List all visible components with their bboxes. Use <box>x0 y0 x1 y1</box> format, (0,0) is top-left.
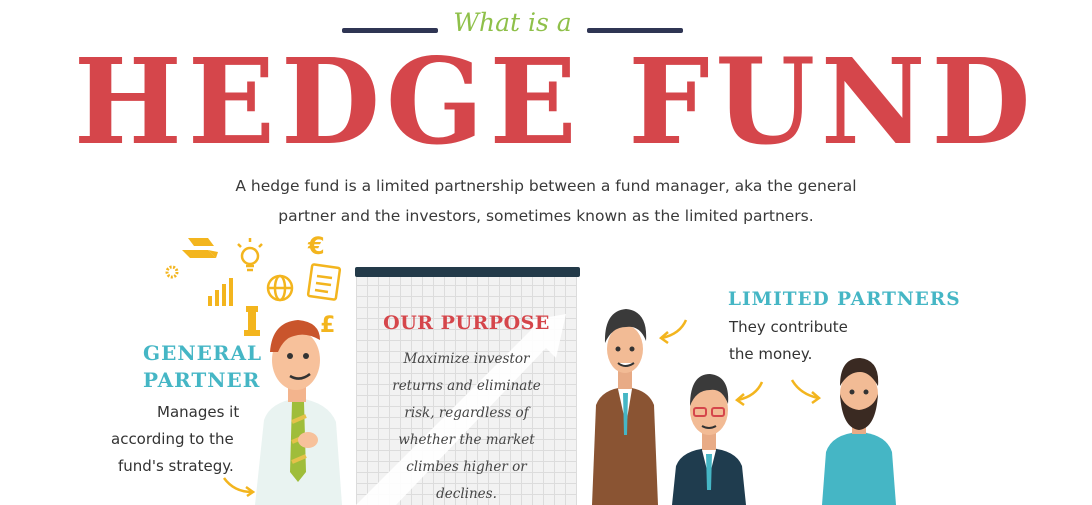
limited-partners-heading: LIMITED PARTNERS <box>728 289 961 310</box>
purpose-heading: OUR PURPOSE <box>383 312 550 334</box>
board-top-bar <box>355 267 580 277</box>
gear-icon <box>165 265 179 279</box>
document-icon <box>306 263 342 301</box>
purpose-line-2: returns and eliminate <box>392 378 541 394</box>
bar-chart-icon <box>208 278 233 306</box>
page-title: HEDGE FUND <box>73 32 1037 171</box>
limited-partners-text-2: the money. <box>729 345 813 363</box>
header-rule-right <box>587 28 683 33</box>
purpose-line-6: declines. <box>436 486 497 502</box>
general-partner-text-1: Manages it <box>157 403 240 421</box>
globe-icon <box>266 274 294 302</box>
purpose-line-3: risk, regardless of <box>404 405 529 421</box>
general-partner-text-2: according to the <box>111 430 234 448</box>
purpose-line-4: whether the market <box>398 432 535 448</box>
growth-arrow-icon <box>356 314 566 505</box>
chess-piece-icon <box>244 306 260 336</box>
general-partner-heading-1: GENERAL <box>143 341 263 365</box>
arrow-icon <box>790 379 822 404</box>
investor-illustration <box>672 374 746 505</box>
purpose-board <box>356 274 577 505</box>
gold-bars-icon <box>182 238 218 258</box>
arrow-icon <box>222 477 256 498</box>
header-rule-left <box>342 28 438 33</box>
investor-illustration <box>592 309 658 505</box>
purpose-line-1: Maximize investor <box>403 351 530 367</box>
general-partner-heading-2: PARTNER <box>143 368 261 392</box>
lightbulb-icon <box>237 238 263 272</box>
arrow-icon <box>658 319 688 344</box>
investor-illustration <box>822 358 896 505</box>
eyebrow-text: What is a <box>453 8 572 37</box>
intro-line-2: partner and the investors, sometimes kno… <box>278 207 814 225</box>
euro-icon: € <box>307 232 325 260</box>
purpose-line-5: climbes higher or <box>406 459 527 475</box>
general-partner-illustration <box>255 320 342 505</box>
general-partner-text-3: fund's strategy. <box>118 457 234 475</box>
arrow-icon <box>734 381 764 406</box>
intro-line-1: A hedge fund is a limited partnership be… <box>235 177 857 195</box>
limited-partners-text-1: They contribute <box>729 318 848 336</box>
finance-icons-cluster: € £ <box>165 232 342 338</box>
pound-icon: £ <box>320 313 335 338</box>
